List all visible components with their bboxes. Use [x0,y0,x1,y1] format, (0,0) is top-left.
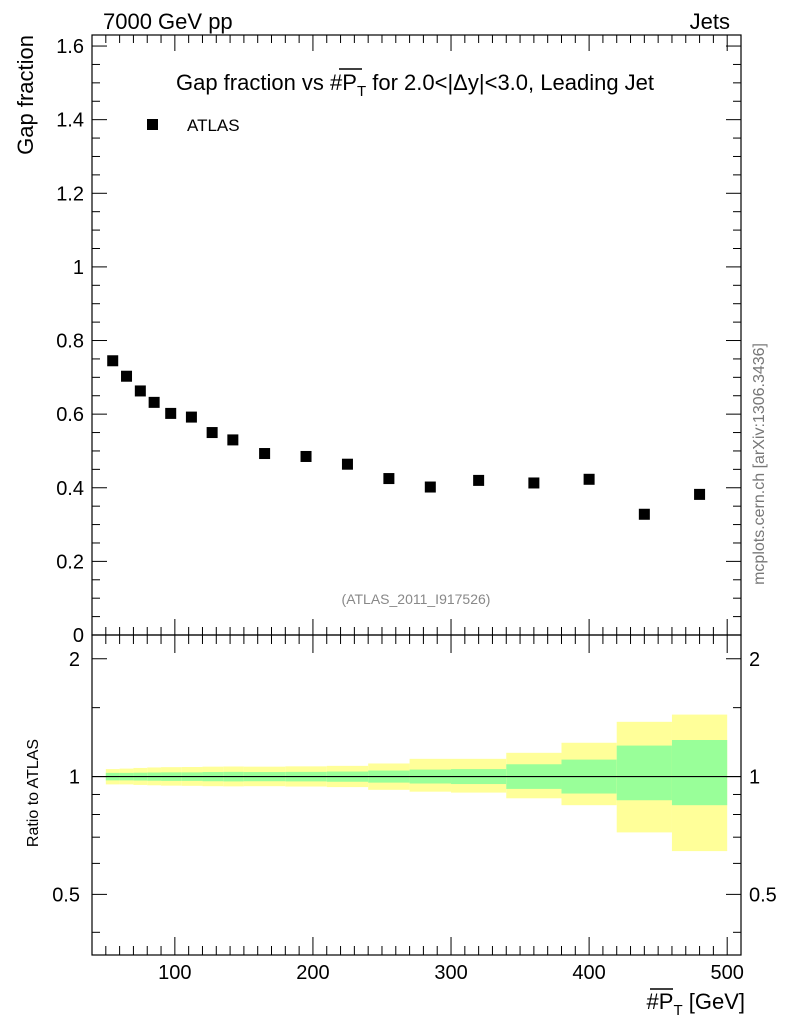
plot-title-prefix: Gap fraction vs # [176,70,343,95]
main-ytick-label: 0.2 [56,551,84,573]
atlas-data-point [185,411,197,423]
xlabel-subscript: T [673,1002,682,1019]
atlas-data-point [583,473,595,485]
main-ytick-label: 1.6 [56,36,84,58]
plot-title-subscript: T [357,83,366,100]
atlas-data-point [134,385,146,397]
plot-title-symbol: P [342,70,357,95]
ratio-uncertainty-bands [92,714,741,852]
main-ylabel: Gap fraction [13,35,38,155]
atlas-data-point [121,370,133,382]
ratio-ytick-label-right: 1 [749,767,760,789]
ratio-ytick-label-right: 2 [749,649,760,671]
atlas-data-point [259,448,271,460]
legend-label-atlas: ATLAS [187,116,240,135]
atlas-data-point [206,427,218,439]
ratio-ytick-label-right: 0.5 [749,884,777,906]
main-ytick-label: 0 [73,625,84,647]
ratio-axes: 0.5 0.5 1 1 2 2 100 200 300 400 500 [52,634,777,984]
main-ytick-label: 0.6 [56,404,84,426]
atlas-data-point [341,458,353,470]
atlas-data-point [424,481,436,493]
plot-title: Gap fraction vs #PT for 2.0<|Δy|<3.0, Le… [176,70,654,100]
xlabel-prefix: # [647,989,660,1014]
atlas-data-point [473,474,485,486]
atlas-data-point [528,477,540,489]
main-ytick-label: 1.4 [56,110,84,132]
ratio-frame [91,634,742,956]
ratio-inner-band-17 [671,740,728,806]
atlas-data-point [227,434,239,446]
ratio-ytick-label-left: 1 [69,767,80,789]
main-axes: 0 0.2 0.4 0.6 0.8 1 1.2 1.4 1.6 [56,34,742,647]
atlas-data-point [148,396,160,408]
main-ytick-label: 1 [73,257,84,279]
atlas-data-point [165,407,177,419]
ratio-ytick-label-left: 0.5 [52,884,80,906]
atlas-data-point [107,355,119,367]
xtick-label: 100 [158,962,191,984]
atlas-data-point [694,488,706,500]
atlas-data-point [300,450,312,462]
xtick-label: 200 [296,962,329,984]
header-process-label: Jets [690,9,730,34]
ratio-inner-band-16 [616,745,672,801]
xlabel-suffix: [GeV] [683,989,745,1014]
plot-title-suffix: for 2.0<|Δy|<3.0, Leading Jet [366,70,654,95]
main-ytick-label: 0.8 [56,331,84,353]
ratio-ylabel: Ratio to ATLAS [25,739,42,847]
xtick-label: 500 [711,962,744,984]
legend-marker-atlas [147,119,158,130]
analysis-tag: (ATLAS_2011_I917526) [342,591,491,607]
atlas-data-point [383,473,395,485]
header-energy-label: 7000 GeV pp [103,9,233,34]
mcplots-side-label: mcplots.cern.ch [arXiv:1306.3436] [751,343,768,585]
main-ytick-label: 1.2 [56,183,84,205]
xtick-label: 300 [434,962,467,984]
main-ytick-label: 0.4 [56,478,84,500]
xlabel-symbol: P [659,989,674,1014]
ratio-ytick-label-left: 2 [69,649,80,671]
data-points [107,355,706,520]
xtick-label: 400 [572,962,605,984]
xlabel: #PT [GeV] [647,989,745,1019]
atlas-data-point [638,508,650,520]
